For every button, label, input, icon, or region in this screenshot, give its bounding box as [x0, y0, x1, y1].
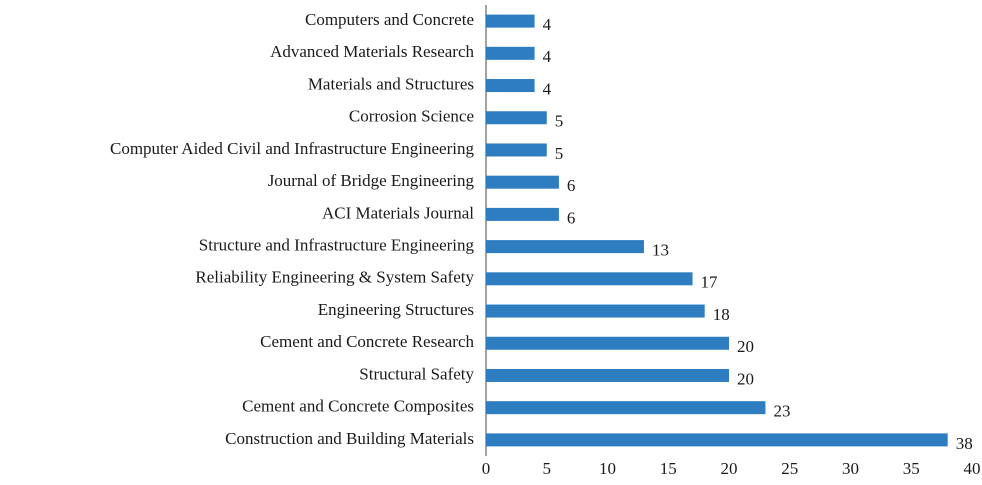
data-label: 18 — [713, 305, 730, 324]
y-tick-label: Advanced Materials Research — [270, 42, 474, 61]
y-tick-label: Cement and Concrete Composites — [242, 397, 474, 416]
y-tick-label: Materials and Structures — [308, 74, 474, 93]
y-tick-label: Computers and Concrete — [305, 10, 474, 29]
data-label: 4 — [543, 15, 552, 34]
y-tick-label: ACI Materials Journal — [322, 203, 474, 222]
x-tick-label: 10 — [599, 459, 616, 478]
data-label: 6 — [567, 176, 576, 195]
data-label: 13 — [652, 241, 669, 260]
data-label: 4 — [543, 79, 552, 98]
bar — [486, 46, 535, 60]
x-tick-label: 5 — [543, 459, 552, 478]
y-tick-label: Engineering Structures — [318, 300, 474, 319]
bar — [486, 79, 535, 93]
bar — [486, 336, 729, 350]
bar — [486, 433, 948, 447]
bar — [486, 272, 693, 286]
bar — [486, 175, 559, 189]
y-tick-label: Corrosion Science — [349, 107, 474, 126]
bar — [486, 207, 559, 221]
data-label: 6 — [567, 208, 576, 227]
y-tick-label: Journal of Bridge Engineering — [268, 171, 475, 190]
x-tick-label: 25 — [781, 459, 798, 478]
data-label: 17 — [701, 273, 719, 292]
y-tick-label: Cement and Concrete Research — [260, 332, 474, 351]
x-tick-label: 30 — [842, 459, 859, 478]
data-label: 20 — [737, 369, 754, 388]
y-tick-label: Reliability Engineering & System Safety — [195, 268, 474, 287]
y-tick-label: Structural Safety — [359, 364, 474, 383]
data-label: 5 — [555, 144, 564, 163]
x-tick-label: 15 — [660, 459, 677, 478]
y-tick-label: Computer Aided Civil and Infrastructure … — [110, 139, 474, 158]
bar — [486, 368, 729, 382]
y-tick-label: Construction and Building Materials — [225, 429, 474, 448]
x-tick-label: 0 — [482, 459, 491, 478]
bar — [486, 401, 766, 415]
x-tick-label: 35 — [903, 459, 920, 478]
x-tick-label: 40 — [964, 459, 981, 478]
bar — [486, 240, 644, 254]
bar — [486, 304, 705, 318]
bar — [486, 111, 547, 125]
data-label: 23 — [773, 402, 790, 421]
data-label: 38 — [956, 434, 973, 453]
bar — [486, 14, 535, 28]
bar — [486, 143, 547, 157]
data-label: 20 — [737, 337, 754, 356]
data-label: 4 — [543, 47, 552, 66]
x-tick-label: 20 — [721, 459, 738, 478]
data-label: 5 — [555, 112, 564, 131]
y-tick-label: Structure and Infrastructure Engineering — [199, 236, 475, 255]
